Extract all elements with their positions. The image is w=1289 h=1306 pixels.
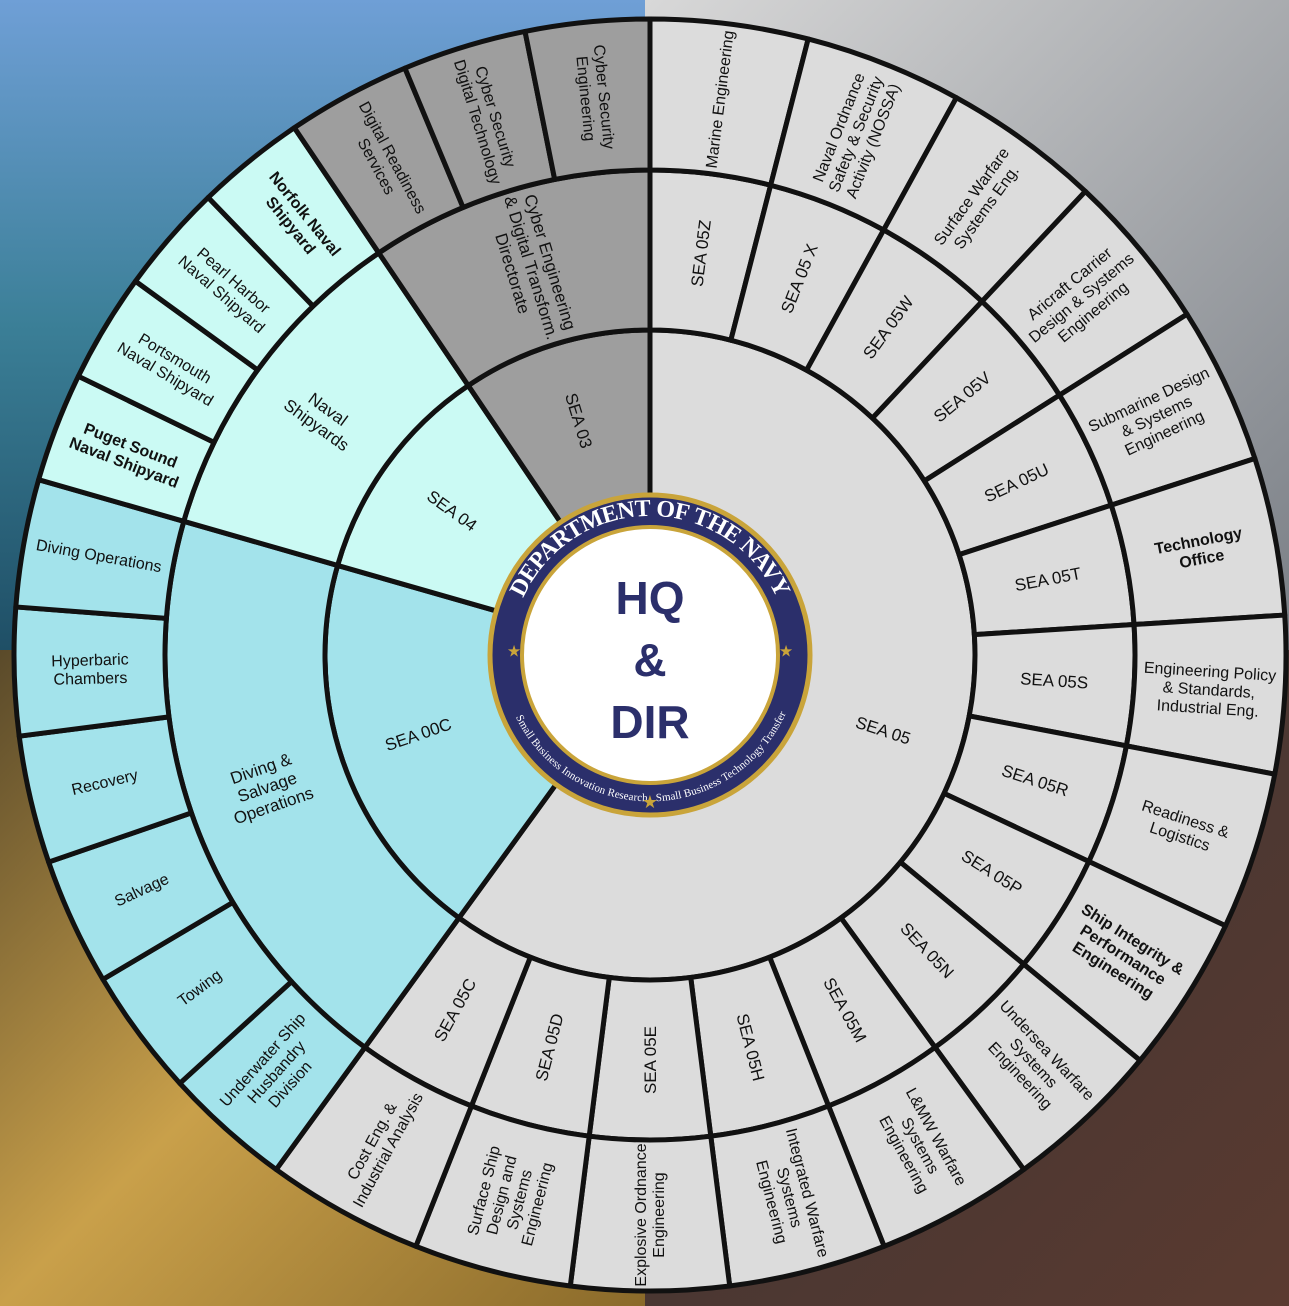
seal: DEPARTMENT OF THE NAVY Small Business In… [490,495,810,815]
center-title: HQ [616,572,685,624]
center-title: DIR [610,696,689,748]
office-label-line: Engineering [651,1172,668,1257]
division-label-line: SEA 05E [641,1026,660,1094]
office-label-line: Explosive Ordnance [632,1143,649,1286]
office-label-line: Chambers [53,669,127,688]
seal-star: ★ [779,644,793,661]
office-label: HyperbaricChambers [51,651,129,688]
center-title: & [633,634,666,686]
seal-star: ★ [642,792,658,812]
seal-star: ★ [507,644,521,661]
diagram: SEA 05SEA 05ZMarine EngineeringSEA 05 XN… [0,0,1289,1306]
division-label: SEA 05E [641,1026,660,1094]
office-label-line: Hyperbaric [51,651,129,670]
